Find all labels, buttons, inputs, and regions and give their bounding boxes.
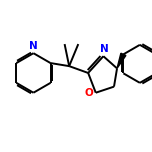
Text: N: N — [100, 44, 109, 54]
Polygon shape — [117, 53, 126, 68]
Text: O: O — [85, 88, 93, 98]
Text: N: N — [29, 41, 38, 51]
